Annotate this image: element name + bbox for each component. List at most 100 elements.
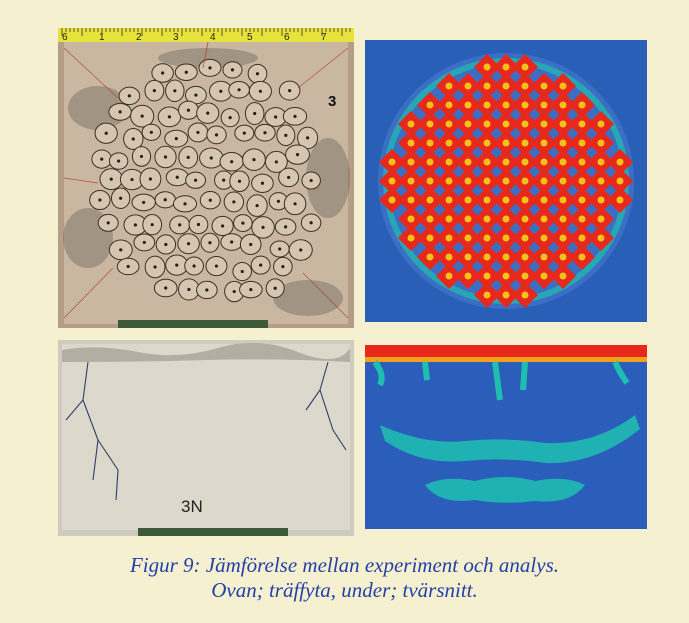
ruler-number: 3: [173, 32, 179, 43]
impact-node: [538, 156, 550, 168]
figure-caption-line-2: Ovan; träffyta, under; tvärsnitt.: [211, 578, 478, 602]
crater-centre: [281, 265, 285, 269]
crater-centre: [187, 287, 191, 292]
crater-centre: [309, 221, 313, 225]
crater-centre: [259, 263, 263, 267]
impact-node: [500, 175, 512, 187]
impact-node: [481, 61, 493, 73]
impact-node: [443, 80, 455, 92]
impact-node: [614, 175, 626, 187]
figure-caption-line-1: Figur 9: Jämförelse mellan experiment oc…: [129, 553, 560, 577]
impact-node: [405, 194, 417, 206]
impact-node: [500, 61, 512, 73]
impact-node: [462, 213, 474, 225]
crater-centre: [219, 89, 223, 93]
crater-centre: [173, 89, 177, 93]
impact-node: [424, 118, 436, 130]
crater-centre: [283, 225, 288, 229]
crater-centre: [106, 221, 110, 225]
crater-centre: [293, 114, 297, 118]
stress-cell: [511, 281, 539, 309]
impact-node: [386, 156, 398, 168]
impact-node: [576, 251, 588, 263]
crater-centre: [287, 175, 291, 180]
crater-centre: [194, 93, 198, 97]
crater-centre: [164, 242, 168, 247]
impact-node: [595, 213, 607, 225]
impact-node: [443, 118, 455, 130]
impact-node: [443, 194, 455, 206]
impact-node: [576, 137, 588, 149]
crater-centre: [119, 196, 123, 200]
impact-node: [595, 118, 607, 130]
impact-analysis-plot: [365, 40, 647, 322]
crater-centre: [258, 89, 262, 93]
impact-surface-photo: 6 1 2 3 4 5 6 7 3: [58, 28, 354, 328]
crater-centre: [293, 202, 297, 206]
crater-centre: [241, 221, 245, 225]
impact-node: [500, 270, 512, 282]
crater-centre: [174, 137, 178, 141]
crater-centre: [163, 198, 167, 202]
impact-node: [424, 175, 436, 187]
impact-node: [595, 137, 607, 149]
impact-node: [519, 175, 531, 187]
crater-centre: [263, 131, 267, 135]
impact-node: [557, 118, 569, 130]
specimen-label-3n: 3N: [181, 497, 203, 516]
impact-node: [462, 251, 474, 263]
crater-centre: [255, 72, 260, 76]
crater-centre: [221, 224, 225, 228]
crater-centre: [178, 223, 182, 227]
impact-node: [538, 137, 550, 149]
crater-centre: [208, 198, 212, 202]
impact-node: [519, 270, 531, 282]
impact-node: [481, 194, 493, 206]
impact-node: [500, 137, 512, 149]
impact-node: [405, 118, 417, 130]
crater-centre: [126, 264, 130, 269]
impact-node: [481, 137, 493, 149]
impact-node: [576, 194, 588, 206]
impact-node: [576, 156, 588, 168]
crater-centre: [274, 160, 278, 164]
crater-centre: [149, 130, 153, 134]
crater-centre: [184, 70, 188, 74]
impact-node: [576, 118, 588, 130]
impact-node: [424, 213, 436, 225]
crater-centre: [153, 265, 157, 269]
impact-node: [519, 194, 531, 206]
crater-centre: [152, 89, 156, 93]
impact-node: [557, 232, 569, 244]
impact-node: [500, 118, 512, 130]
impact-node: [462, 175, 474, 187]
stress-cell: [549, 262, 577, 290]
impact-node: [481, 118, 493, 130]
stress-cell: [587, 129, 615, 157]
crater-centre: [206, 111, 210, 115]
crater-centre: [230, 68, 235, 72]
crater-centre: [100, 157, 104, 161]
impact-node: [557, 175, 569, 187]
crater-centre: [237, 179, 242, 183]
stress-cell: [568, 243, 596, 271]
impact-node: [424, 194, 436, 206]
impact-node: [462, 99, 474, 111]
crater-centre: [232, 200, 236, 204]
crater-centre: [119, 248, 123, 252]
crater-centre: [130, 177, 134, 182]
impact-node: [500, 289, 512, 301]
impact-node: [500, 194, 512, 206]
impact-node: [595, 194, 607, 206]
impact-node: [424, 137, 436, 149]
impact-node: [481, 232, 493, 244]
crater-centre: [249, 288, 253, 292]
impact-node: [481, 99, 493, 111]
crater-centre: [196, 130, 200, 135]
impact-node: [481, 251, 493, 263]
crater-centre: [249, 242, 253, 247]
impact-node: [538, 251, 550, 263]
impact-node: [519, 137, 531, 149]
